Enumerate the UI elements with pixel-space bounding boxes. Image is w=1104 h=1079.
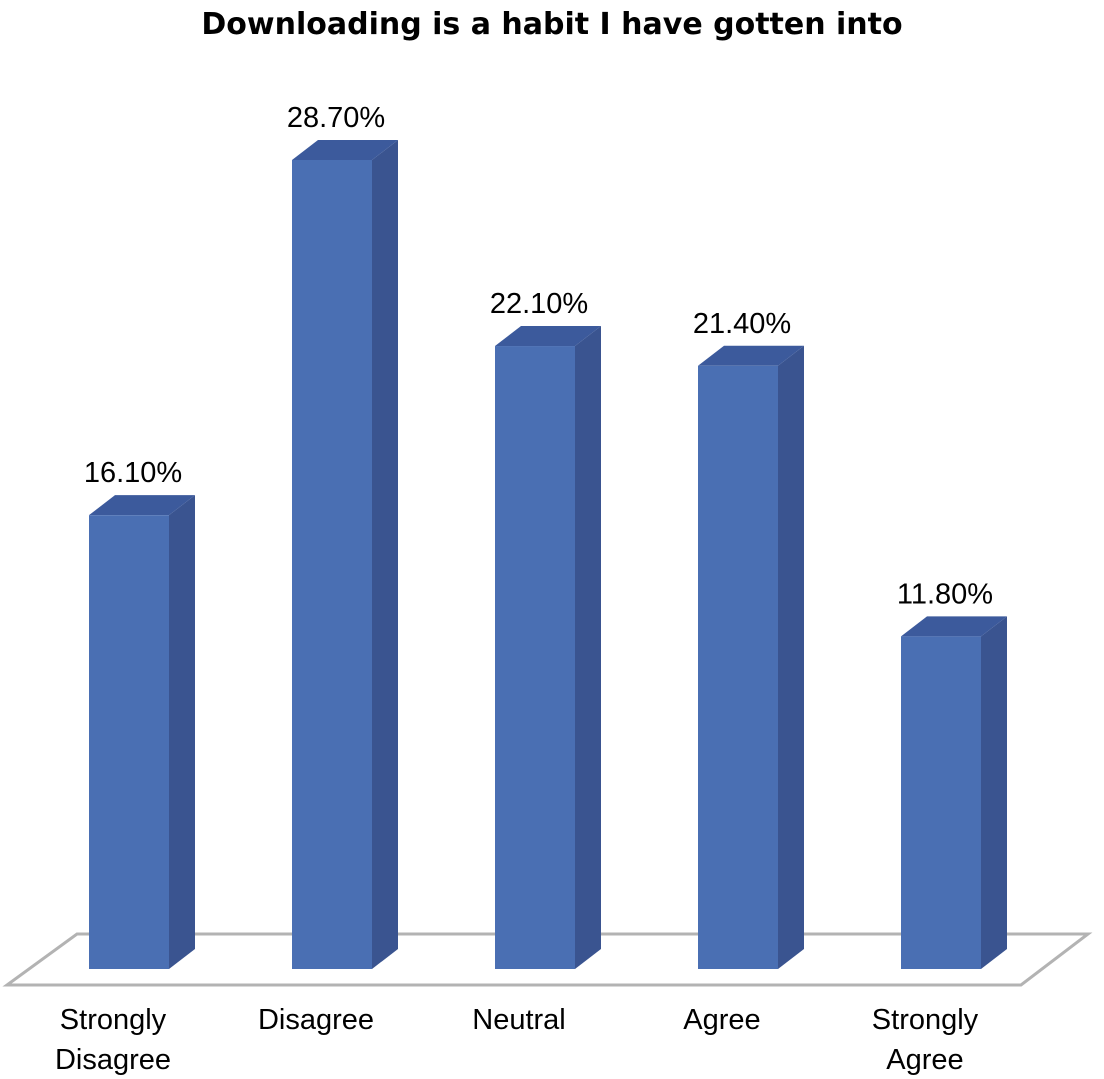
bar-side-face <box>575 326 601 969</box>
data-label-strongly-disagree: 16.10% <box>84 457 182 489</box>
bar-agree <box>698 345 804 969</box>
category-label-disagree: Disagree <box>258 1004 374 1036</box>
bar-strongly-agree <box>901 616 1007 969</box>
bar-side-face <box>372 140 398 969</box>
bar-top-face <box>89 495 195 516</box>
category-label-strongly-agree: Strongly Agree <box>872 1004 979 1076</box>
bar-front-face <box>901 636 981 969</box>
bar-side-face <box>981 616 1007 969</box>
category-label-strongly-disagree: Strongly Disagree <box>55 1004 171 1076</box>
category-label-agree: Agree <box>683 1004 760 1036</box>
bar-front-face <box>698 365 778 969</box>
bar-strongly-disagree <box>89 495 195 969</box>
bars-group <box>89 140 1007 969</box>
category-label-neutral: Neutral <box>472 1004 566 1036</box>
bar-front-face <box>495 346 575 969</box>
bar-front-face <box>89 515 169 969</box>
bar-top-face <box>901 616 1007 637</box>
bar-top-face <box>495 326 601 347</box>
bar-side-face <box>169 495 195 969</box>
bar-front-face <box>292 160 372 969</box>
data-label-neutral: 22.10% <box>490 288 588 320</box>
bar-disagree <box>292 140 398 969</box>
chart-title: Downloading is a habit I have gotten int… <box>201 7 903 42</box>
bar-top-face <box>698 345 804 366</box>
bar-side-face <box>778 345 804 969</box>
labels-group: 16.10% 28.70% 22.10% 21.40% 11.80% <box>84 102 993 610</box>
bar-top-face <box>292 140 398 160</box>
bar-neutral <box>495 326 601 969</box>
data-label-agree: 21.40% <box>693 308 791 340</box>
data-label-disagree: 28.70% <box>287 102 385 134</box>
category-labels-group: Strongly Disagree Disagree Neutral Agree Stro… <box>55 1004 979 1076</box>
data-label-strongly-agree: 11.80% <box>897 578 993 610</box>
